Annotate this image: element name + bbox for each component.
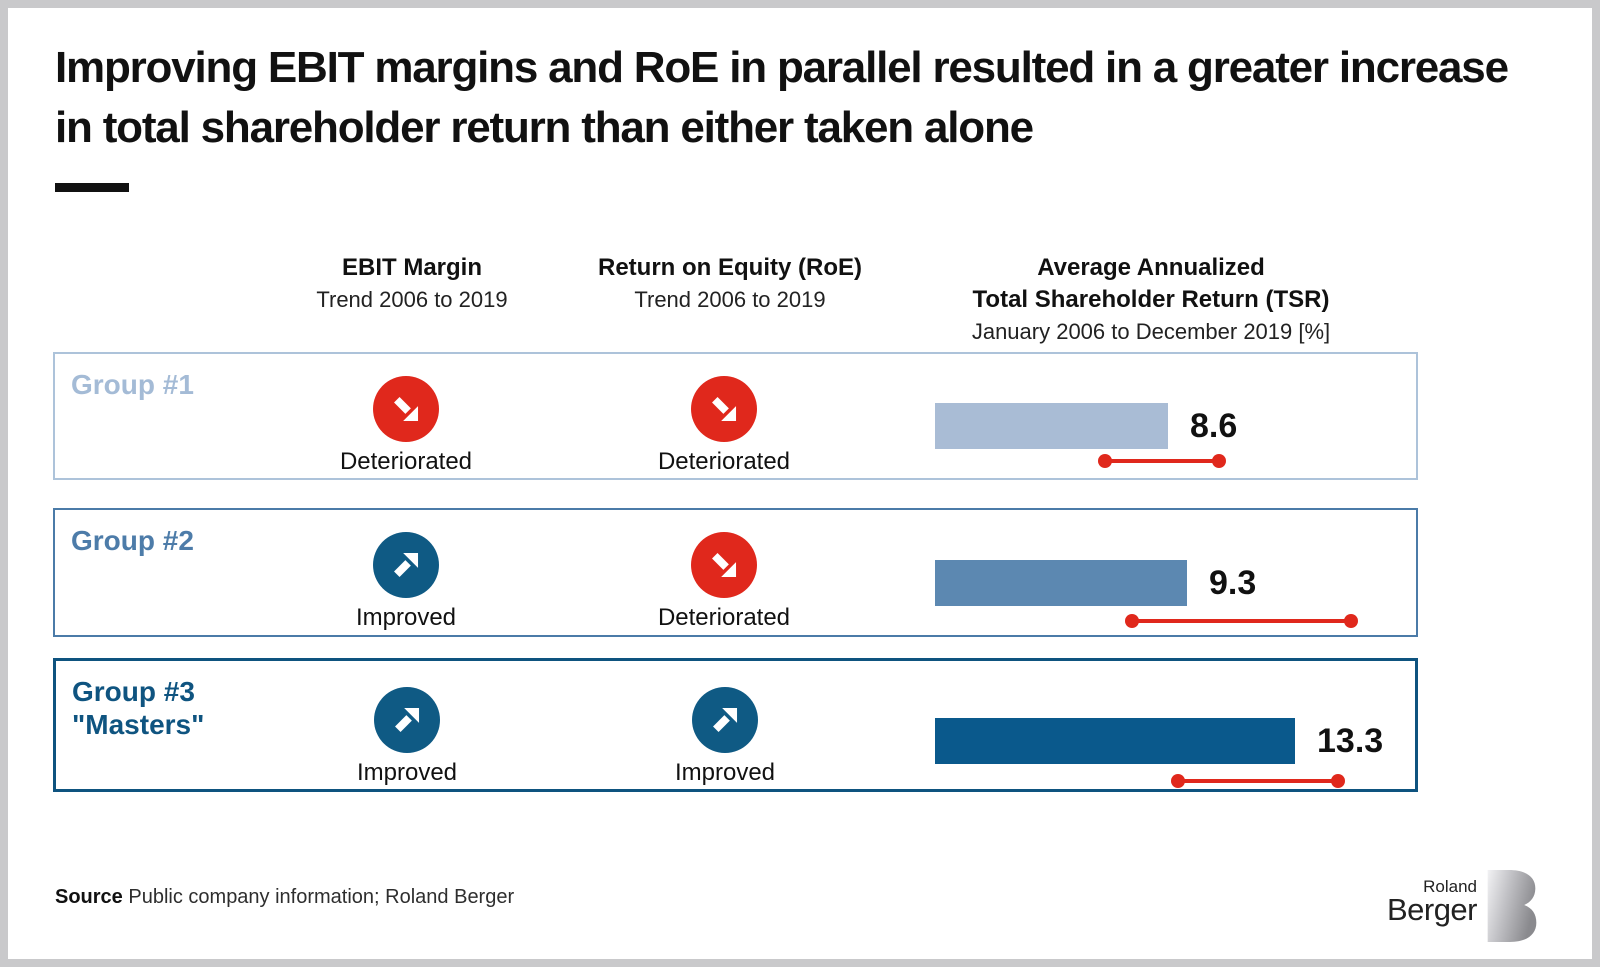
trend-circle [373,376,439,442]
column-title-line1: Average Annualized [1037,254,1265,281]
group-label: Group #3 "Masters" [72,675,204,741]
group-name: Group #2 [71,525,194,556]
trend-label: Deteriorated [657,448,791,475]
roland-berger-logo: Roland Berger [1387,870,1537,942]
column-title-line2: Total Shareholder Return (TSR) [972,286,1330,313]
column-subtitle: Trend 2006 to 2019 [634,287,826,312]
tsr-bar-group1 [935,403,1168,449]
roe-trend-indicator: Deteriorated [614,376,834,476]
trend-circle [374,687,440,753]
tsr-value-group1: 8.6 [1190,407,1238,445]
group-row-1: Group #1 Deteriorated Deteriorated [53,352,1418,480]
column-header-roe: Return on Equity (RoE) Trend 2006 to 201… [572,252,888,316]
trend-circle [373,532,439,598]
column-subtitle: January 2006 to December 2019 [%] [971,319,1331,344]
roe-trend-indicator: Deteriorated [614,532,834,632]
arrow-down-right-icon [712,553,737,578]
arrow-up-right-icon [394,552,419,577]
group-label: Group #2 [71,524,194,557]
column-title: Return on Equity (RoE) [598,254,862,281]
arrow-down-right-icon [394,397,419,422]
tsr-bar-group2 [935,560,1187,606]
arrow-down-right-icon [712,397,737,422]
column-header-tsr: Average Annualized Total Shareholder Ret… [943,252,1359,348]
column-subtitle: Trend 2006 to 2019 [316,287,508,312]
tsr-range-line-group1 [1098,454,1226,468]
roe-trend-indicator: Improved [615,687,835,787]
trend-label: Improved [355,604,457,631]
column-title: EBIT Margin [341,254,482,281]
group-name: Group #1 [71,369,194,400]
tsr-value-group3: 13.3 [1317,722,1384,760]
source-note: Source Public company information; Rolan… [55,886,514,909]
trend-label: Improved [674,759,776,786]
trend-circle [692,687,758,753]
arrow-up-right-icon [395,707,420,732]
roland-berger-b-icon [1487,870,1537,942]
trend-circle [691,376,757,442]
tsr-range-line-group2 [1125,614,1358,628]
logo-word-roland: Roland [1423,877,1477,896]
trend-label: Deteriorated [657,604,791,631]
group-subname: "Masters" [72,709,205,740]
tsr-range-line-group3 [1171,774,1345,788]
ebit-trend-indicator: Deteriorated [296,376,516,476]
group-name: Group #3 [72,676,195,707]
trend-circle [691,532,757,598]
arrow-up-right-icon [713,707,738,732]
trend-label: Deteriorated [339,448,473,475]
column-header-ebit: EBIT Margin Trend 2006 to 2019 [254,252,570,316]
source-label: Source [55,886,123,908]
tsr-value-group2: 9.3 [1209,564,1257,602]
source-text-value: Public company information; Roland Berge… [128,886,515,908]
logo-word-berger: Berger [1386,892,1478,927]
group-row-2: Group #2 Improved Deteriorated [53,508,1418,637]
tsr-bar-group3 [935,718,1295,764]
page-title: Improving EBIT margins and RoE in parall… [55,43,1509,152]
logo-wordmark: Roland Berger [1386,877,1478,927]
ebit-trend-indicator: Improved [296,532,516,632]
trend-label: Improved [356,759,458,786]
group-label: Group #1 [71,368,194,401]
title-underline-dash [55,183,129,192]
ebit-trend-indicator: Improved [297,687,517,787]
